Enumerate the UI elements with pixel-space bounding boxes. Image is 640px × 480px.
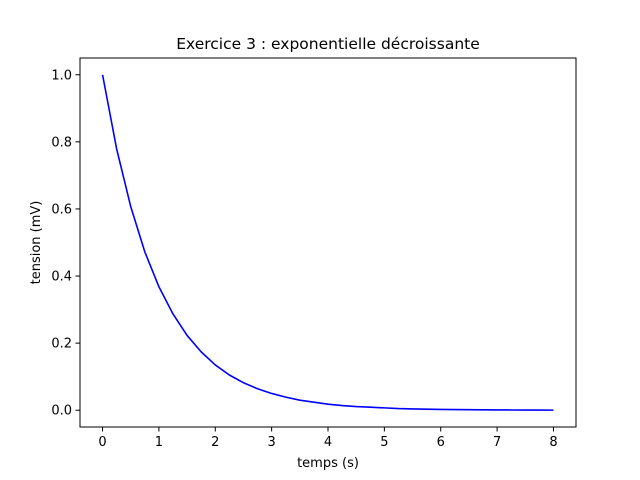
y-tick-label: 0.6 <box>51 202 72 217</box>
x-axis-label: temps (s) <box>297 456 359 471</box>
y-tick-label: 0.0 <box>51 404 72 419</box>
x-tick-label: 0 <box>98 435 106 450</box>
chart-title: Exercice 3 : exponentielle décroissante <box>176 35 480 53</box>
x-tick-label: 1 <box>155 435 163 450</box>
series-line-0 <box>101 74 554 411</box>
x-tick-label: 6 <box>437 435 445 450</box>
x-tick-label: 5 <box>380 435 388 450</box>
y-tick-label: 0.2 <box>51 337 72 352</box>
series-layer <box>101 74 554 411</box>
x-tick-label: 7 <box>493 435 501 450</box>
x-tick-label: 3 <box>267 435 275 450</box>
y-tick-label: 0.8 <box>51 135 72 150</box>
x-tick-label: 8 <box>549 435 557 450</box>
y-tick-label: 1.0 <box>51 68 72 83</box>
x-tick-label: 2 <box>211 435 219 450</box>
y-tick-label: 0.4 <box>51 270 72 285</box>
x-tick-label: 4 <box>324 435 332 450</box>
y-axis-label: tension (mV) <box>29 201 44 285</box>
x-axis-ticks: 0 1 2 3 4 5 6 7 8 <box>98 427 558 450</box>
y-axis-ticks: 0.0 0.2 0.4 0.6 0.8 1.0 <box>51 68 80 419</box>
